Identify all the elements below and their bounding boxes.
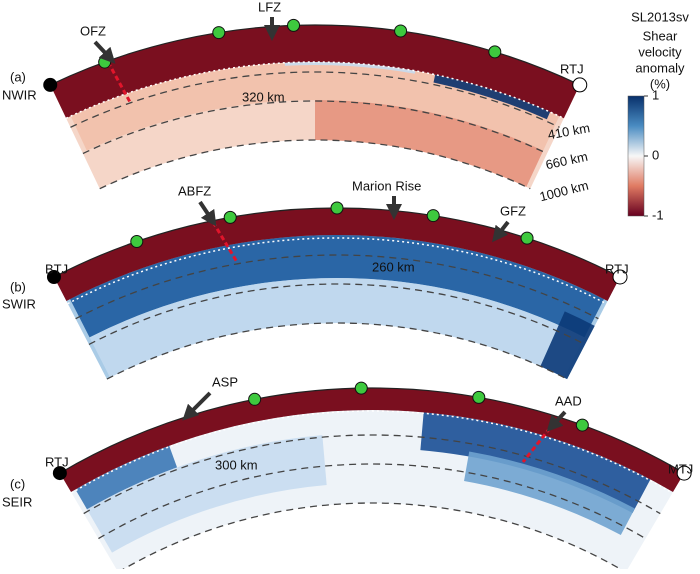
arrow xyxy=(93,40,116,64)
colorbar-tick-label: -1 xyxy=(652,207,664,222)
station xyxy=(520,231,534,245)
depth-line xyxy=(99,139,531,190)
anomaly xyxy=(464,451,635,536)
anomaly xyxy=(70,235,604,338)
depth-line xyxy=(106,322,568,380)
anomaly xyxy=(89,278,585,378)
end-label: BTJ xyxy=(45,261,68,276)
station xyxy=(130,235,144,249)
colorbar xyxy=(627,95,645,217)
station xyxy=(287,18,301,32)
colorbar-tick-label: 1 xyxy=(652,87,659,102)
surface xyxy=(59,387,685,474)
junction xyxy=(676,465,692,481)
feature-label: LFZ xyxy=(258,0,281,14)
colorbar-title: SL2013sv xyxy=(631,9,689,24)
junction xyxy=(572,77,588,93)
lithosphere xyxy=(50,25,580,119)
sections xyxy=(43,18,692,573)
surface xyxy=(49,24,581,86)
depth-line xyxy=(117,502,627,573)
feature-label: AAD xyxy=(555,393,582,408)
station xyxy=(330,201,344,215)
cross-section xyxy=(43,18,588,190)
lab-depth: 260 km xyxy=(372,259,415,274)
station xyxy=(426,209,440,223)
end-label: RTJ xyxy=(45,454,69,469)
depth-label: 660 km xyxy=(544,149,589,173)
depth-line xyxy=(83,434,661,515)
depth-label: 410 km xyxy=(547,120,592,142)
fault xyxy=(521,427,552,463)
anomaly xyxy=(540,311,595,380)
colorbar-label: anomaly xyxy=(635,60,685,75)
depth-line xyxy=(75,254,599,320)
colorbar-label: (%) xyxy=(650,76,670,91)
anomaly xyxy=(87,435,327,553)
feature-label: ASP xyxy=(212,374,238,389)
colorbar-label: Shear xyxy=(643,28,678,43)
junction xyxy=(43,77,58,92)
lab-line xyxy=(65,61,565,119)
colorbar-tick-label: 0 xyxy=(652,147,659,162)
anomaly xyxy=(70,61,560,151)
arrow xyxy=(198,200,217,227)
lab-depth: 300 km xyxy=(215,457,258,472)
ridge-name: NWIR xyxy=(2,87,37,102)
lithosphere xyxy=(53,208,621,301)
anomaly xyxy=(315,100,544,187)
ridge-name: SEIR xyxy=(2,494,32,509)
anomaly xyxy=(75,445,178,510)
depth-line xyxy=(88,283,586,346)
end-label: MTJ xyxy=(668,461,693,476)
arrow xyxy=(492,220,510,243)
station xyxy=(223,210,237,224)
station xyxy=(248,392,262,406)
end-label: RTJ xyxy=(560,61,584,76)
end-label: RTJ xyxy=(605,261,629,276)
feature-label: OFZ xyxy=(80,23,106,38)
cross-section xyxy=(46,201,628,380)
depth-line xyxy=(70,71,560,128)
feature-label: Marion Rise xyxy=(352,178,421,193)
colorbar-label: velocity xyxy=(638,44,682,59)
ridge-name: SWIR xyxy=(2,296,36,311)
depth-label: 1000 km xyxy=(538,178,590,205)
panel-label: (a) xyxy=(10,69,26,84)
junction xyxy=(46,269,61,284)
station xyxy=(212,26,226,40)
station xyxy=(394,24,408,38)
junction xyxy=(52,466,67,481)
station xyxy=(472,390,486,404)
arrow xyxy=(546,410,567,432)
lab-depth: 320 km xyxy=(242,89,285,104)
feature-label: GFZ xyxy=(500,203,526,218)
station xyxy=(354,381,368,395)
feature-label: ABFZ xyxy=(178,183,211,198)
panel-label: (c) xyxy=(10,476,25,491)
cross-section xyxy=(52,381,692,573)
depth-line xyxy=(82,100,548,155)
panel-label: (b) xyxy=(10,279,26,294)
station xyxy=(575,418,589,432)
arrow xyxy=(182,391,212,421)
station xyxy=(488,45,502,59)
lithosphere xyxy=(59,387,685,493)
lab-line xyxy=(71,410,673,494)
anomaly xyxy=(420,412,651,513)
junction xyxy=(612,269,628,285)
